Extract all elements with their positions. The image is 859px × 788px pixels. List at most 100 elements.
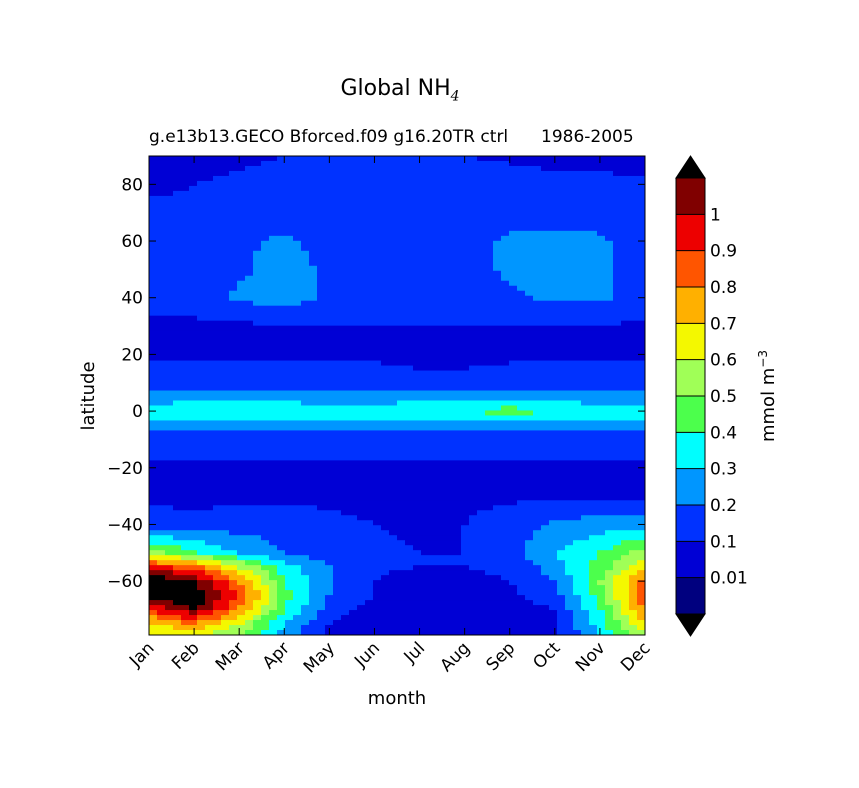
- contour-cell: [309, 280, 318, 287]
- contour-cell: [453, 250, 462, 257]
- contour-cell: [189, 595, 198, 601]
- contour-cell: [173, 570, 182, 576]
- contour-cell: [149, 425, 158, 432]
- contour-cell: [189, 360, 198, 367]
- contour-cell: [173, 205, 182, 212]
- contour-cell: [285, 160, 294, 167]
- contour-cell: [541, 480, 550, 486]
- contour-cell: [389, 570, 398, 576]
- contour-cell: [317, 250, 326, 257]
- contour-cell: [501, 360, 510, 367]
- contour-cell: [389, 620, 398, 626]
- contour-cell: [517, 485, 526, 491]
- contour-cell: [205, 335, 214, 342]
- contour-cell: [333, 310, 342, 317]
- contour-cell: [493, 250, 502, 257]
- contour-cell: [509, 160, 518, 167]
- contour-cell: [541, 535, 550, 541]
- contour-cell: [357, 540, 366, 546]
- contour-cell: [405, 400, 414, 407]
- contour-cell: [333, 350, 342, 357]
- contour-cell: [429, 220, 438, 227]
- contour-cell: [381, 330, 390, 337]
- contour-cell: [365, 405, 374, 412]
- contour-cell: [469, 230, 478, 237]
- contour-cell: [293, 355, 302, 362]
- contour-cell: [533, 325, 542, 332]
- contour-cell: [549, 295, 558, 302]
- contour-cell: [317, 465, 326, 471]
- contour-cell: [421, 430, 430, 437]
- contour-cell: [181, 540, 190, 546]
- contour-cell: [213, 580, 222, 586]
- contour-cell: [533, 485, 542, 491]
- contour-cell: [245, 290, 254, 297]
- contour-cell: [485, 365, 494, 372]
- contour-cell: [437, 285, 446, 292]
- contour-cell: [549, 450, 558, 456]
- contour-cell: [341, 545, 350, 551]
- contour-cell: [381, 600, 390, 606]
- contour-cell: [333, 500, 342, 506]
- contour-cell: [405, 390, 414, 397]
- contour-cell: [333, 425, 342, 432]
- contour-cell: [517, 230, 526, 237]
- contour-cell: [413, 275, 422, 282]
- contour-cell: [245, 265, 254, 272]
- contour-cell: [389, 580, 398, 586]
- contour-cell: [389, 565, 398, 571]
- contour-cell: [181, 590, 190, 596]
- contour-cell: [349, 290, 358, 297]
- contour-cell: [421, 460, 430, 466]
- contour-cell: [453, 325, 462, 332]
- contour-cell: [149, 485, 158, 491]
- contour-cell: [205, 315, 214, 322]
- contour-cell: [189, 355, 198, 362]
- contour-cell: [477, 180, 486, 187]
- contour-cell: [501, 350, 510, 357]
- contour-cell: [501, 450, 510, 456]
- contour-cell: [549, 180, 558, 187]
- contour-cell: [189, 295, 198, 302]
- contour-cell: [173, 420, 182, 427]
- contour-cell: [525, 340, 534, 347]
- contour-cell: [261, 280, 270, 287]
- contour-cell: [253, 240, 262, 247]
- contour-cell: [181, 450, 190, 456]
- contour-cell: [277, 305, 286, 312]
- contour-cell: [293, 215, 302, 222]
- contour-cell: [261, 605, 270, 611]
- contour-cell: [541, 470, 550, 476]
- contour-cell: [397, 280, 406, 287]
- contour-cell: [285, 325, 294, 332]
- contour-cell: [189, 545, 198, 551]
- contour-cell: [149, 260, 158, 267]
- contour-cell: [493, 305, 502, 312]
- contour-cell: [261, 440, 270, 446]
- contour-cell: [461, 405, 470, 412]
- contour-cell: [405, 360, 414, 367]
- contour-cell: [301, 275, 310, 282]
- contour-cell: [405, 530, 414, 536]
- contour-cell: [221, 280, 230, 287]
- contour-cell: [389, 265, 398, 272]
- contour-cell: [477, 275, 486, 282]
- contour-cell: [373, 220, 382, 227]
- contour-cell: [245, 515, 254, 521]
- contour-cell: [285, 615, 294, 621]
- contour-cell: [253, 435, 262, 442]
- contour-cell: [253, 360, 262, 367]
- contour-cell: [205, 545, 214, 551]
- contour-cell: [285, 515, 294, 521]
- contour-cell: [365, 595, 374, 601]
- contour-cell: [301, 610, 310, 616]
- contour-cell: [341, 200, 350, 207]
- contour-cell: [525, 235, 534, 242]
- contour-cell: [181, 420, 190, 427]
- contour-cell: [477, 305, 486, 312]
- contour-cell: [549, 425, 558, 432]
- contour-cell: [365, 240, 374, 247]
- contour-cell: [261, 430, 270, 437]
- contour-cell: [509, 260, 518, 267]
- contour-cell: [381, 485, 390, 491]
